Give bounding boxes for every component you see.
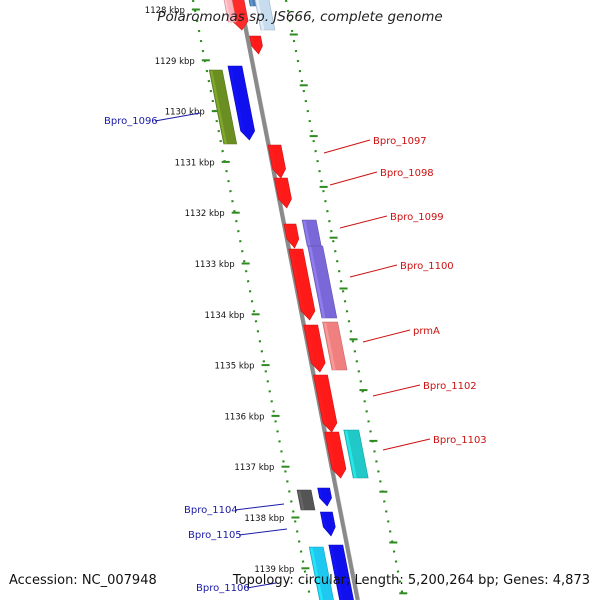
Bpro_1104-gene-highlight — [298, 491, 305, 510]
top-pink-partial — [223, 0, 237, 23]
Bpro_1104b-gene — [317, 487, 332, 507]
top-steelblue-partial-highlight — [249, 0, 254, 6]
top-lightblue-partial-shape — [254, 0, 276, 31]
leader-line-left — [238, 528, 288, 536]
Bpro_1099b-gene — [301, 219, 322, 247]
top-lightblue-partial-highlight — [255, 0, 265, 30]
leader-line-left — [246, 582, 277, 589]
Bpro_1100-gene-highlight — [289, 250, 305, 311]
kbp-label: 1129 kbp — [155, 57, 195, 67]
Bpro_1098-gene-highlight — [275, 179, 282, 199]
Bpro_1103b-gene-shape — [343, 429, 369, 479]
Bpro_1106b-gene-highlight — [329, 546, 343, 600]
kbp-label: 1134 kbp — [205, 311, 245, 321]
Bpro_1106-gene — [308, 546, 334, 600]
kbp-label: 1131 kbp — [175, 158, 215, 168]
Bpro_1100b-gene-highlight — [308, 247, 326, 318]
prmA-pink-gene-highlight — [323, 323, 336, 370]
Bpro_1104b-gene-highlight — [318, 489, 323, 498]
Bpro_1099-gene-highlight — [284, 225, 290, 239]
top-pink-partial-highlight — [224, 0, 231, 22]
gene-label-right: Bpro_1097 — [373, 136, 427, 147]
Bpro_1096-gene — [208, 69, 238, 145]
Bpro_1099b-gene-highlight — [303, 221, 311, 246]
Bpro_1102-gene-highlight — [314, 376, 327, 423]
kbp-label: 1136 kbp — [224, 412, 264, 422]
kbp-label: 1138 kbp — [244, 514, 284, 524]
Bpro_1096-gene-shape — [208, 69, 238, 145]
topology-summary: Topology: circular; Length: 5,200,264 bp… — [232, 573, 590, 588]
Bpro_1106-gene-shape — [308, 546, 334, 600]
Bpro_1102-gene — [313, 374, 338, 433]
Bpro_1103-gene — [324, 431, 347, 479]
kbp-label: 1132 kbp — [185, 209, 225, 219]
gene-label-right: Bpro_1102 — [423, 381, 477, 392]
gene-label-right: Bpro_1098 — [380, 168, 434, 179]
Bpro_1100b-gene-shape — [307, 245, 338, 319]
small-red-1128-highlight — [250, 37, 255, 46]
leader-line-right — [339, 215, 388, 229]
leader-line-left — [234, 503, 285, 511]
Bpro_1099-gene — [283, 223, 300, 249]
leader-line-right — [349, 264, 398, 278]
leader-line-right — [329, 171, 378, 186]
Bpro_1106b-gene-shape — [328, 544, 354, 600]
kbp-label: 1128 kbp — [145, 6, 185, 16]
leader-line-right — [323, 139, 371, 154]
leader-line-right — [372, 384, 421, 397]
top-lightblue-partial — [254, 0, 276, 31]
kbp-label: 1139 kbp — [254, 565, 294, 575]
Bpro_1103-gene-highlight — [325, 433, 336, 469]
prmA-gene — [303, 324, 326, 373]
gene-label-right: Bpro_1103 — [433, 435, 487, 446]
Bpro_1096-gene-highlight — [210, 71, 227, 144]
gene-label-right: prmA — [413, 326, 440, 337]
gene-label-left: Bpro_1104 — [184, 505, 238, 516]
Bpro_1106b-gene — [328, 544, 354, 600]
gene-label-left: Bpro_1105 — [188, 530, 242, 541]
Bpro_1098-gene — [274, 177, 292, 209]
Bpro_1097-gene — [267, 144, 286, 179]
prmA-pink-gene-shape — [322, 321, 348, 371]
prmA-gene-highlight — [304, 326, 315, 363]
blue-gene-1129-highlight — [228, 67, 245, 131]
kbp-label: 1130 kbp — [165, 108, 205, 118]
Bpro_1097-gene-highlight — [268, 146, 276, 169]
leader-line-left — [154, 112, 201, 122]
kbp-label: 1133 kbp — [195, 260, 235, 270]
kbp-label: 1137 kbp — [234, 463, 274, 473]
kbp-label: 1135 kbp — [214, 362, 254, 372]
prmA-pink-gene — [322, 321, 348, 371]
leader-line-right — [362, 329, 411, 343]
leader-line-right — [382, 438, 431, 451]
Bpro_1103b-gene-highlight — [344, 431, 357, 478]
Bpro_1105-gene-highlight — [321, 513, 327, 527]
gene-label-right: Bpro_1099 — [390, 212, 444, 223]
accession-text: Accession: NC_007948 — [9, 573, 157, 588]
small-red-1128 — [249, 35, 263, 55]
gene-label-left: Bpro_1096 — [104, 116, 158, 127]
Bpro_1106-gene-highlight — [310, 548, 323, 600]
gene-label-right: Bpro_1100 — [400, 261, 454, 272]
Bpro_1100-gene — [288, 248, 316, 321]
map-title: Polaromonas sp. JS666, complete genome — [157, 9, 443, 25]
Bpro_1105-gene — [319, 511, 336, 537]
gene-label-left: Bpro_1106 — [196, 583, 250, 594]
blue-gene-1129 — [227, 65, 255, 141]
Bpro_1100b-gene — [307, 245, 338, 319]
Bpro_1104-gene — [296, 489, 316, 511]
Bpro_1103b-gene — [343, 429, 369, 479]
